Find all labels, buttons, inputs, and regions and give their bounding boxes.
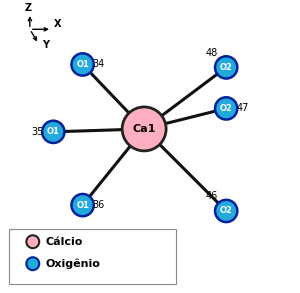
Text: O1: O1 [76,201,89,209]
Text: 46: 46 [206,191,218,201]
FancyBboxPatch shape [9,229,176,284]
Text: O2: O2 [220,63,232,72]
Circle shape [26,257,39,270]
Circle shape [215,56,237,79]
Circle shape [71,53,94,76]
Text: 47: 47 [236,103,248,113]
Text: 35: 35 [31,127,44,137]
Text: X: X [54,19,62,29]
Circle shape [215,97,237,120]
Text: 48: 48 [206,48,218,58]
Text: Y: Y [42,40,49,50]
Text: Ca1: Ca1 [133,124,156,134]
Circle shape [122,107,166,151]
Circle shape [215,200,237,222]
Circle shape [26,235,39,248]
Text: Cálcio: Cálcio [45,237,82,247]
Text: O1: O1 [76,60,89,69]
Circle shape [42,121,64,143]
Text: Z: Z [25,3,32,13]
Text: 34: 34 [93,59,105,69]
Text: 36: 36 [93,200,105,210]
Text: O1: O1 [47,127,60,136]
Text: O2: O2 [220,207,232,215]
Circle shape [71,194,94,216]
Text: Oxigênio: Oxigênio [45,258,100,269]
Text: O2: O2 [220,104,232,113]
